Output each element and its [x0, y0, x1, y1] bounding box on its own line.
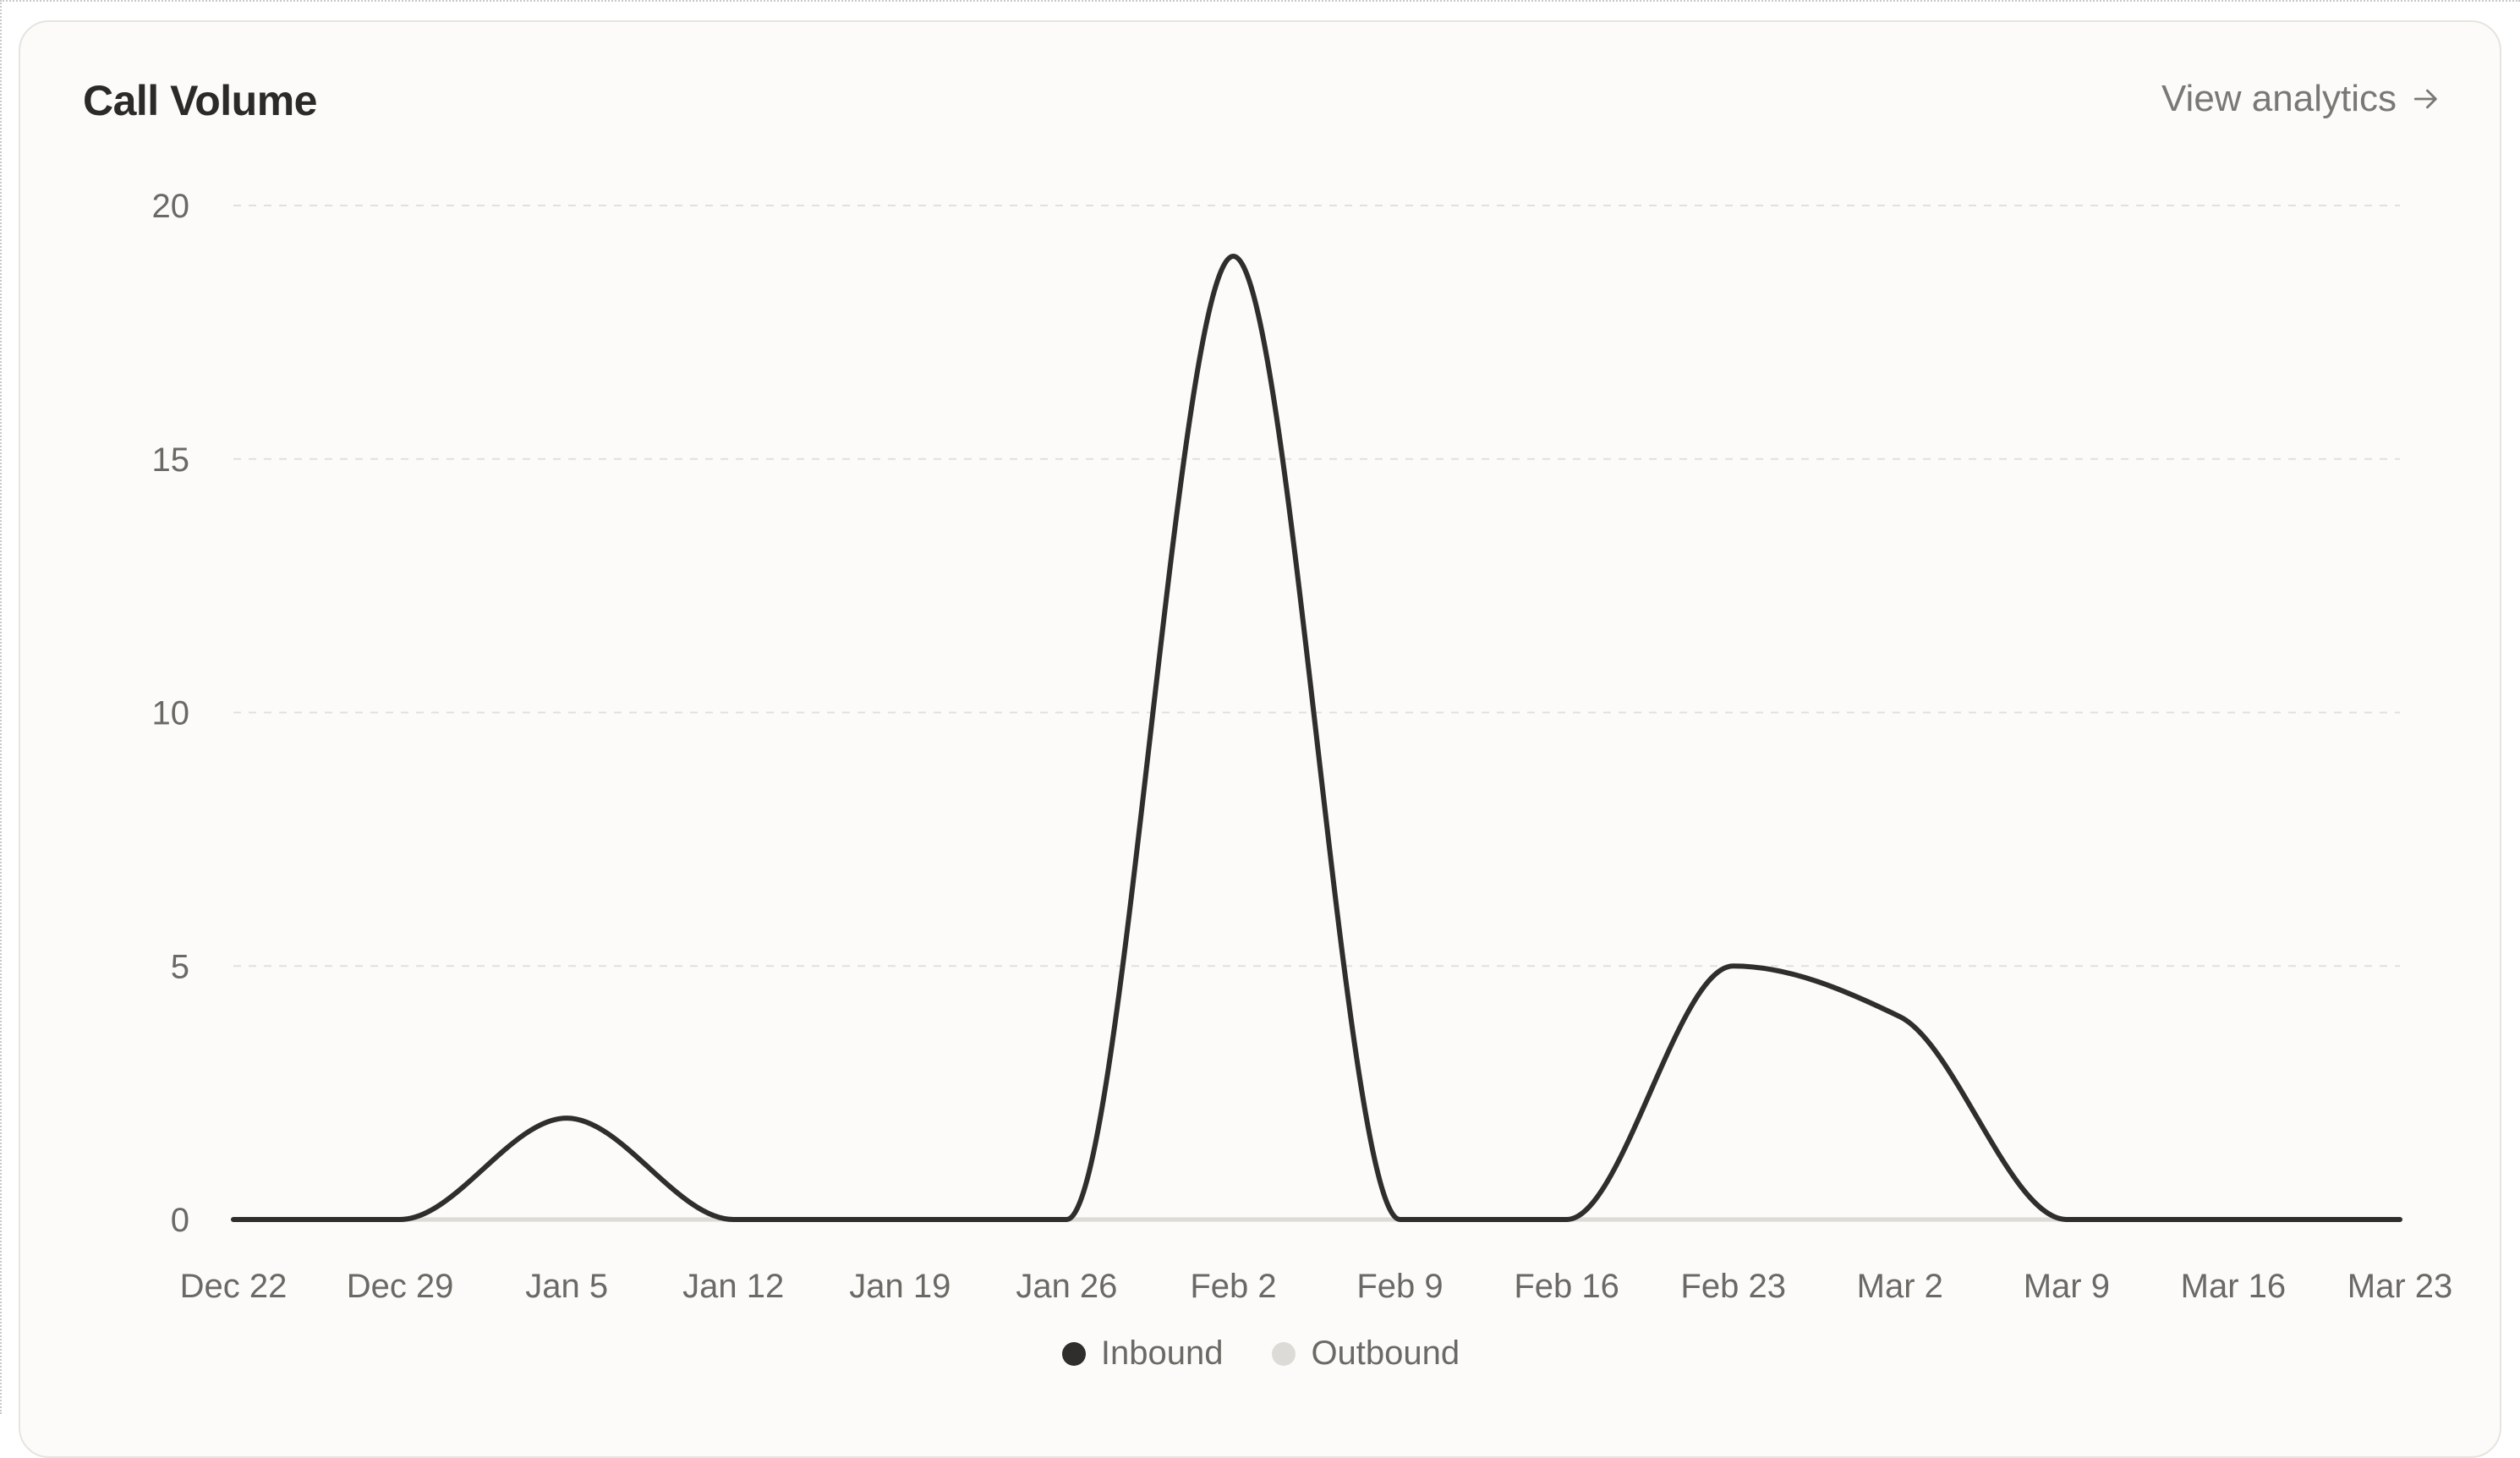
x-tick-label: Jan 12	[682, 1268, 784, 1305]
legend-item-outbound[interactable]: Outbound	[1272, 1335, 1460, 1373]
y-tick-label: 5	[171, 948, 189, 985]
legend-label-inbound: Inbound	[1100, 1335, 1224, 1372]
x-tick-label: Mar 16	[2181, 1268, 2287, 1305]
x-tick-label: Jan 5	[525, 1268, 608, 1305]
x-tick-label: Mar 2	[1857, 1268, 1943, 1305]
x-tick-label: Feb 2	[1190, 1268, 1276, 1305]
legend-dot-inbound	[1061, 1341, 1086, 1366]
view-analytics-link[interactable]: View analytics	[2161, 78, 2441, 120]
call-volume-chart: 0 5 10 15 20 Dec 22 Dec 29 Jan 5 Jan 12 Jan 19 Jan…	[152, 188, 2453, 1305]
x-tick-label: Dec 29	[347, 1268, 454, 1305]
y-tick-label: 0	[171, 1202, 189, 1239]
y-tick-label: 15	[152, 441, 190, 479]
x-tick-label: Dec 22	[180, 1268, 288, 1305]
view-analytics-label: View analytics	[2161, 78, 2397, 119]
x-tick-label: Jan 26	[1016, 1268, 1117, 1305]
legend-dot-outbound	[1272, 1341, 1296, 1366]
y-tick-label: 10	[152, 695, 190, 732]
chart-legend: Inbound Outbound	[2, 1335, 2520, 1373]
arrow-right-icon	[2413, 89, 2437, 109]
x-tick-label: Mar 23	[2347, 1268, 2453, 1305]
legend-item-inbound[interactable]: Inbound	[1061, 1335, 1224, 1373]
x-tick-label: Jan 19	[849, 1268, 950, 1305]
x-tick-label: Feb 16	[1514, 1268, 1619, 1305]
x-tick-label: Feb 9	[1356, 1268, 1443, 1305]
series-line-inbound	[231, 253, 2402, 1223]
y-tick-label: 20	[152, 188, 190, 225]
x-tick-label: Mar 9	[2024, 1268, 2110, 1305]
card-title: Call Volume	[83, 77, 317, 124]
legend-label-outbound: Outbound	[1311, 1335, 1460, 1372]
x-tick-label: Feb 23	[1680, 1268, 1786, 1305]
